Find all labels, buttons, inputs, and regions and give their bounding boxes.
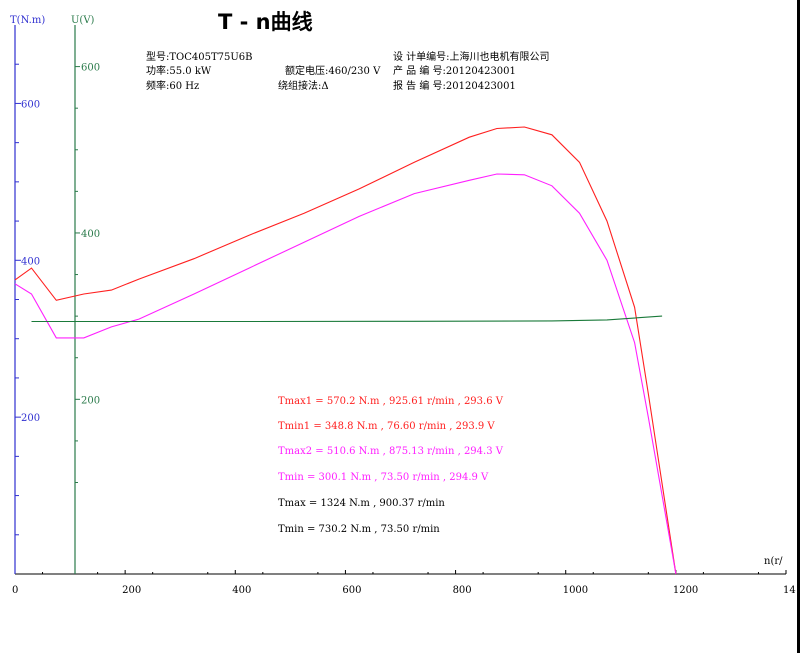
t-axis-label: T(N.m) — [10, 15, 46, 26]
x-tick-label: 1200 — [673, 585, 698, 596]
annotation-line: Tmin = 730.2 N.m , 73.50 r/min — [278, 524, 440, 535]
u-tick-label: 400 — [81, 229, 100, 240]
x-tick-label: 1000 — [563, 585, 588, 596]
t-tick-label: 600 — [21, 99, 40, 110]
x-axis-label: n(r/ — [764, 556, 783, 567]
u-tick-label: 600 — [81, 63, 100, 74]
x-tick-label: 200 — [122, 585, 141, 596]
axes: 0 200 400 600 800 1000 1200 14 200 400 600 200 400 60… — [12, 25, 796, 596]
x-tick-label: 14 — [783, 585, 796, 596]
annotation-line: Tmax2 = 510.6 N.m , 875.13 r/min , 294.3… — [278, 446, 503, 457]
info-voltage: 额定电压:460/230 V — [285, 66, 381, 77]
x-tick-label: 0 — [12, 585, 18, 596]
info-model: 型号:TOC405T75U6B — [146, 52, 253, 63]
info-report-no: 报 告 编 号:20120423001 — [393, 81, 516, 92]
info-power: 功率:55.0 kW — [146, 66, 212, 77]
right-border — [797, 0, 800, 653]
info-winding: 绕组接法:Δ — [278, 81, 329, 92]
t-tick-label: 400 — [21, 256, 40, 267]
u-tick-label: 200 — [81, 395, 100, 406]
voltage-curve — [31, 315, 663, 323]
info-product-no: 产 品 编 号:20120423001 — [393, 66, 516, 77]
annotation-line: Tmax = 1324 N.m , 900.37 r/min — [278, 498, 445, 509]
torque-curve-2 — [14, 173, 677, 575]
torque-curve-1 — [14, 126, 677, 575]
u-axis-label: U(V) — [71, 15, 95, 26]
x-tick-label: 600 — [342, 585, 361, 596]
info-designer: 设 计单编号:上海川也电机有限公司 — [393, 52, 550, 63]
x-tick-label: 800 — [453, 585, 472, 596]
series-group — [14, 126, 677, 575]
t-tick-label: 200 — [21, 413, 40, 424]
annotation-line: Tmin = 300.1 N.m , 73.50 r/min , 294.9 V — [278, 472, 489, 483]
chart-title: T - n曲线 — [218, 10, 313, 34]
info-freq: 频率:60 Hz — [146, 81, 200, 92]
annotation-line: Tmin1 = 348.8 N.m , 76.60 r/min , 293.9 … — [278, 421, 495, 432]
annotation-line: Tmax1 = 570.2 N.m , 925.61 r/min , 293.6… — [278, 396, 503, 407]
x-tick-label: 400 — [232, 585, 251, 596]
